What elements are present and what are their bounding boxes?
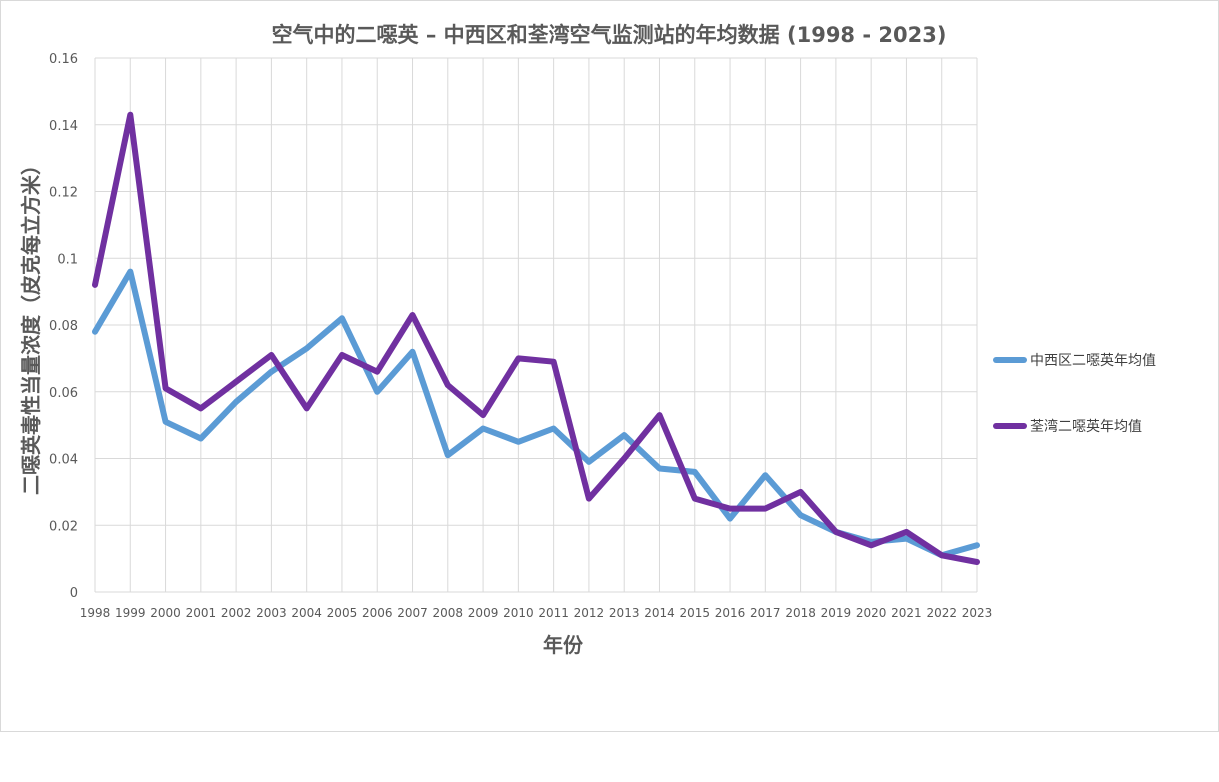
x-tick-label: 2005 xyxy=(327,606,358,620)
series-line-0 xyxy=(92,268,980,559)
x-tick-label: 2001 xyxy=(186,606,217,620)
y-tick-label: 0.12 xyxy=(49,186,78,201)
y-tick-label: 0.14 xyxy=(49,119,78,134)
x-tick-label: 2013 xyxy=(609,606,640,620)
x-tick-label: 2010 xyxy=(503,606,534,620)
x-tick-label: 2000 xyxy=(150,606,181,620)
y-tick-label: 0.08 xyxy=(49,319,78,334)
gridlines xyxy=(94,57,978,593)
y-tick-label: 0 xyxy=(70,586,78,601)
legend-label-0: 中西区二噁英年均值 xyxy=(1030,352,1156,369)
x-tick-label: 2018 xyxy=(785,606,816,620)
chart-title: 空气中的二噁英 – 中西区和荃湾空气监测站的年均数据 (1998 - 2023) xyxy=(272,23,947,47)
y-tick-label: 0.04 xyxy=(49,453,78,468)
y-tick-label: 0.06 xyxy=(49,386,78,401)
x-tick-label: 2016 xyxy=(715,606,746,620)
series-lines xyxy=(92,111,980,565)
y-tick-label: 0.16 xyxy=(49,52,78,67)
x-tick-label: 2021 xyxy=(891,606,922,620)
series-line-1 xyxy=(92,111,980,565)
x-axis-label: 年份 xyxy=(543,633,584,657)
x-tick-label: 2007 xyxy=(397,606,428,620)
x-tick-label: 1998 xyxy=(80,606,111,620)
x-tick-label: 2023 xyxy=(962,606,993,620)
chart-frame xyxy=(0,0,1219,732)
x-tick-label: 2002 xyxy=(221,606,252,620)
x-tick-label: 2009 xyxy=(468,606,499,620)
x-tick-label: 2019 xyxy=(821,606,852,620)
x-tick-label: 2004 xyxy=(291,606,322,620)
x-tick-label: 1999 xyxy=(115,606,146,620)
y-tick-label: 0.02 xyxy=(49,519,78,534)
x-tick-label: 2022 xyxy=(926,606,957,620)
x-tick-label: 2012 xyxy=(574,606,605,620)
legend-label-1: 荃湾二噁英年均值 xyxy=(1030,418,1142,435)
x-tick-label: 2014 xyxy=(644,606,675,620)
x-tick-label: 2003 xyxy=(256,606,287,620)
x-tick-label: 2006 xyxy=(362,606,393,620)
x-tick-label: 2017 xyxy=(750,606,781,620)
x-tick-label: 2020 xyxy=(856,606,887,620)
x-tick-label: 2015 xyxy=(679,606,710,620)
x-tick-label: 2011 xyxy=(538,606,569,620)
y-tick-label: 0.1 xyxy=(57,252,78,267)
x-axis-ticks: 1998 1999 2000 2001 2002 2003 2004 2005 2006 2007… xyxy=(80,606,993,620)
x-tick-label: 2008 xyxy=(433,606,464,620)
y-axis-ticks: 0 0.02 0.04 0.06 0.08 0.1 0.12 0.14 0.16 xyxy=(49,52,78,601)
y-axis-label: 二噁英毒性当量浓度（皮克每立方米） xyxy=(19,155,43,495)
